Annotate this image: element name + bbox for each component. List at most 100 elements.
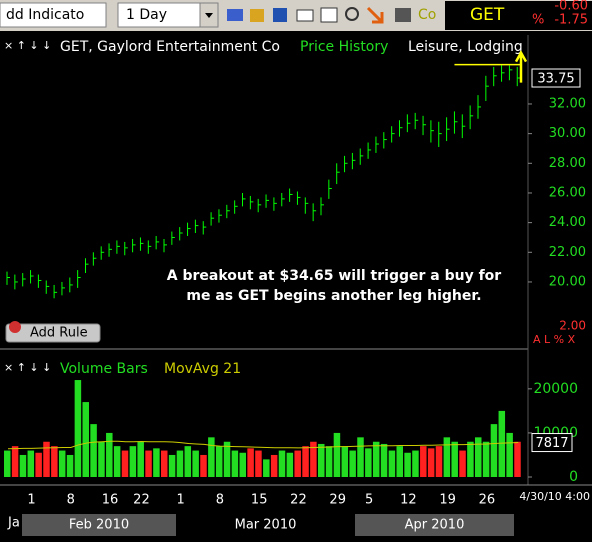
volume-bar bbox=[192, 450, 199, 477]
y-tick-label: 22.00 bbox=[549, 245, 586, 260]
pct-change: -1.75 bbox=[554, 13, 588, 28]
y-tick-label: 32.00 bbox=[549, 96, 586, 111]
add-rule-icon bbox=[9, 321, 21, 333]
volume-bar bbox=[372, 441, 380, 477]
y-tick-label: 20.00 bbox=[549, 274, 586, 289]
volume-bar bbox=[35, 452, 42, 477]
volume-bar bbox=[113, 446, 121, 477]
icon-save[interactable] bbox=[273, 8, 287, 22]
quote-box bbox=[445, 1, 592, 30]
icon-lock[interactable] bbox=[250, 9, 264, 22]
y-tick-label: 24.00 bbox=[549, 215, 586, 230]
volume-bar bbox=[278, 450, 286, 477]
x-tick-label: 1 bbox=[177, 493, 185, 508]
month-band bbox=[176, 514, 355, 536]
volume-bar bbox=[184, 446, 192, 477]
volume-bar bbox=[247, 448, 254, 477]
last-movavg: 7817 bbox=[535, 436, 568, 451]
pct-sign: % bbox=[532, 13, 544, 28]
month-label: Mar 2010 bbox=[235, 518, 297, 533]
volume-bar bbox=[310, 441, 317, 477]
volume-bar bbox=[270, 454, 278, 477]
volume-bar bbox=[98, 441, 105, 477]
volume-bar bbox=[161, 450, 168, 477]
volume-bar bbox=[231, 450, 239, 477]
volume-bar bbox=[490, 424, 498, 477]
volume-bar bbox=[263, 459, 270, 477]
x-start-label: Ja bbox=[7, 516, 20, 531]
panel-icons[interactable]: × ↑ ↓ ↓ bbox=[4, 361, 51, 374]
volume-bar bbox=[208, 437, 215, 477]
icon-card[interactable] bbox=[227, 9, 243, 21]
chart-title: GET, Gaylord Entertainment Co bbox=[60, 39, 280, 55]
volume-bar bbox=[129, 446, 137, 477]
volume-bar bbox=[137, 441, 144, 477]
last-date: 4/30/10 4:00 bbox=[519, 490, 590, 503]
volume-bar bbox=[467, 441, 474, 477]
volume-bar bbox=[349, 450, 356, 477]
volume-bar bbox=[498, 410, 506, 477]
volume-bar bbox=[4, 450, 11, 477]
y-tick-label: 0 bbox=[569, 469, 578, 485]
dropdown-arrow bbox=[205, 13, 213, 18]
y-tick-label: 30.00 bbox=[549, 126, 586, 141]
panel-icons[interactable]: × ↑ ↓ ↓ bbox=[4, 39, 51, 52]
last-price: 33.75 bbox=[537, 72, 574, 87]
volume-bar bbox=[420, 446, 427, 477]
volume-bar bbox=[19, 454, 27, 477]
volume-bar bbox=[239, 452, 246, 477]
month-band bbox=[355, 514, 514, 536]
volume-bar bbox=[215, 446, 223, 477]
volume-bar bbox=[223, 441, 231, 477]
volume-bar bbox=[443, 437, 451, 477]
volume-bar bbox=[475, 437, 482, 477]
x-tick-label: 8 bbox=[216, 493, 224, 508]
add-rule-button[interactable] bbox=[5, 323, 101, 343]
volume-bar bbox=[412, 450, 419, 477]
volume-bar bbox=[427, 448, 435, 477]
x-tick-label: 22 bbox=[133, 493, 150, 508]
add-rule-text: Add Rule bbox=[30, 326, 88, 341]
y-tick-label: 20000 bbox=[533, 381, 578, 397]
volume-bar bbox=[43, 441, 50, 477]
x-tick-label: 5 bbox=[365, 493, 373, 508]
volume-bar bbox=[482, 441, 490, 477]
period-text: 1 Day bbox=[126, 7, 167, 23]
y-tick-label: 28.00 bbox=[549, 156, 586, 171]
month-band bbox=[22, 514, 176, 536]
icon-search[interactable] bbox=[345, 7, 359, 21]
x-tick-label: 19 bbox=[439, 493, 456, 508]
icon-print[interactable] bbox=[395, 8, 411, 22]
icon-mail[interactable] bbox=[296, 9, 314, 22]
indicator-text: dd Indicato bbox=[6, 7, 84, 23]
change: -0.60 bbox=[554, 0, 588, 14]
icon-arrow[interactable] bbox=[366, 6, 384, 24]
compare-text: Co bbox=[418, 7, 436, 23]
volume-bar bbox=[380, 443, 388, 477]
volume-bar bbox=[318, 443, 325, 477]
volume-bar bbox=[404, 452, 411, 477]
icon-chart[interactable] bbox=[320, 7, 338, 23]
volume-bar bbox=[51, 446, 58, 477]
volume-bar bbox=[357, 437, 364, 477]
volume-bar bbox=[365, 448, 372, 477]
volume-bar bbox=[74, 380, 82, 477]
movavg-line bbox=[7, 440, 519, 450]
volume-bar bbox=[255, 450, 262, 477]
volume-bar bbox=[435, 446, 443, 477]
indicator-dropdown[interactable] bbox=[0, 2, 107, 28]
legend-movavg: MovAvg 21 bbox=[164, 361, 241, 377]
volume-bar bbox=[145, 450, 152, 477]
x-tick-label: 12 bbox=[400, 493, 417, 508]
volume-bar bbox=[176, 450, 184, 477]
panel-controls[interactable]: A L % X bbox=[533, 333, 576, 346]
volume-bar bbox=[27, 450, 35, 477]
volume-bar bbox=[388, 450, 396, 477]
x-tick-label: 22 bbox=[290, 493, 307, 508]
volume-bar bbox=[341, 446, 349, 477]
volume-bar bbox=[286, 452, 294, 477]
x-tick-label: 16 bbox=[102, 493, 119, 508]
last-movavg-box bbox=[531, 433, 573, 453]
